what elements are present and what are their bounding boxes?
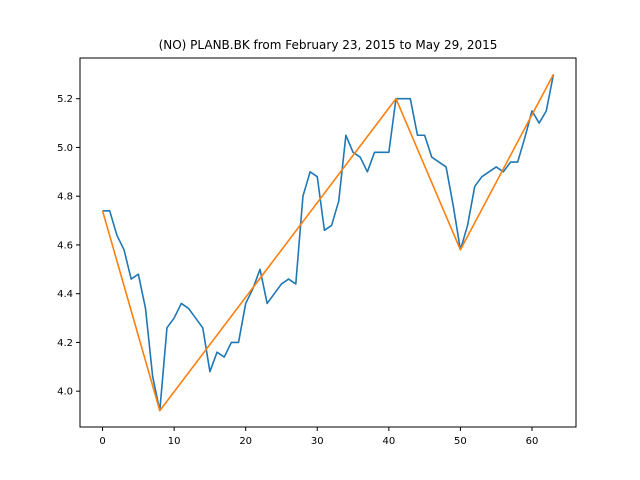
y-tick-label: 4.2 <box>57 338 73 349</box>
series-layer <box>101 73 555 412</box>
series-line-2 <box>101 73 555 412</box>
x-tick-label: 40 <box>382 436 395 447</box>
y-tick-label: 4.4 <box>57 289 73 300</box>
axes-frame <box>79 57 577 428</box>
chart-title: (NO) PLANB.BK from February 23, 2015 to … <box>159 38 498 52</box>
x-tick-label: 20 <box>239 436 252 447</box>
y-tick-label: 4.6 <box>57 240 73 251</box>
x-axis: 0 10 20 30 40 50 60 <box>99 427 538 447</box>
x-tick-label: 0 <box>99 436 105 447</box>
series-line-1 <box>102 74 555 412</box>
y-tick-label: 5.0 <box>57 143 73 154</box>
y-tick-label: 4.0 <box>57 387 73 398</box>
y-tick-label: 5.2 <box>57 94 73 105</box>
x-tick-label: 50 <box>454 436 467 447</box>
plot-area-border <box>79 57 577 428</box>
x-tick-label: 10 <box>168 436 181 447</box>
y-axis: 4.0 4.2 4.4 4.6 4.8 5.0 5.2 <box>57 94 80 398</box>
x-tick-label: 30 <box>311 436 324 447</box>
y-tick-label: 4.8 <box>57 192 73 203</box>
x-tick-label: 60 <box>526 436 539 447</box>
